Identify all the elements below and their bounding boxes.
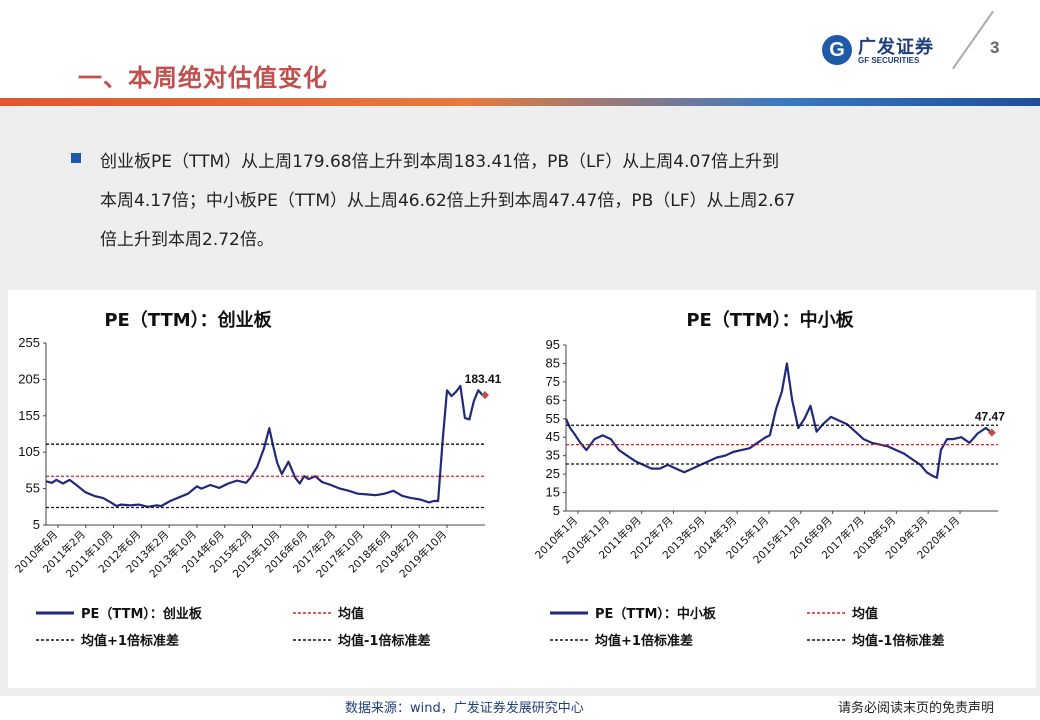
legend-label: 均值 [852, 606, 878, 622]
summary-line: 倍上升到本周2.72倍。 [100, 230, 274, 250]
latest-value-label: 183.41 [465, 372, 502, 386]
latest-value-marker [987, 428, 996, 437]
page-number: 3 [990, 38, 1000, 57]
latest-value-marker [481, 391, 489, 400]
pe-series-line [564, 362, 993, 479]
y-tick-label: 25 [546, 466, 560, 481]
latest-value-label: 47.47 [975, 410, 1005, 424]
chart-sme-pe: PE（TTM）：中小板95857565554535251552010年1月201… [532, 309, 1005, 649]
page-title: 一、本周绝对估值变化 [78, 64, 328, 92]
pe-series-line [45, 384, 484, 508]
legend-label: 均值-1倍标准差 [852, 633, 944, 649]
data-source-note: 数据来源：wind，广发证券发展研究中心 [345, 701, 584, 716]
y-tick-label: 205 [18, 371, 40, 386]
legend-label: 均值+1倍标准差 [595, 633, 693, 649]
chart-chinext-pe: PE（TTM）：创业板2552051551055552010年6月2011年2月… [12, 309, 502, 649]
y-tick-label: 95 [546, 337, 560, 352]
y-tick-label: 255 [18, 335, 40, 350]
legend-label: 均值+1倍标准差 [81, 633, 179, 649]
y-tick-label: 75 [546, 374, 560, 389]
y-tick-label: 35 [546, 448, 560, 463]
header-color-band [0, 98, 1040, 106]
summary-line: 创业板PE（TTM）从上周179.68倍上升到本周183.41倍，PB（LF）从… [100, 152, 780, 172]
legend-label: PE（TTM）：中小板 [595, 606, 717, 622]
y-tick-label: 65 [546, 392, 560, 407]
logo-cn-text: 广发证券 [858, 37, 934, 58]
y-tick-label: 155 [18, 408, 40, 423]
disclaimer-note: 请务必阅读末页的免责声明 [838, 701, 995, 716]
y-tick-label: 15 [546, 485, 560, 500]
y-tick-label: 45 [546, 429, 560, 444]
y-tick-label: 85 [546, 355, 560, 370]
summary-line: 本周4.17倍；中小板PE（TTM）从上周46.62倍上升到本周47.47倍，P… [100, 191, 796, 211]
y-tick-label: 5 [553, 503, 560, 518]
charts-panel [8, 290, 1036, 688]
logo-en-text: GF SECURITIES [858, 56, 920, 65]
y-tick-label: 55 [26, 481, 40, 496]
logo-mark-icon: G [822, 35, 852, 65]
legend-label: PE（TTM）：创业板 [81, 606, 203, 622]
company-logo: G 广发证券 GF SECURITIES [822, 33, 962, 69]
y-tick-label: 105 [18, 444, 40, 459]
bullet-square-icon [71, 153, 81, 163]
chart-title: PE（TTM）：创业板 [104, 309, 272, 331]
legend-label: 均值 [338, 606, 364, 622]
y-tick-label: 5 [33, 517, 40, 532]
legend-label: 均值-1倍标准差 [338, 633, 430, 649]
y-tick-label: 55 [546, 411, 560, 426]
summary-paragraph: 创业板PE（TTM）从上周179.68倍上升到本周183.41倍，PB（LF）从… [100, 143, 980, 260]
chart-title: PE（TTM）：中小板 [686, 309, 854, 331]
